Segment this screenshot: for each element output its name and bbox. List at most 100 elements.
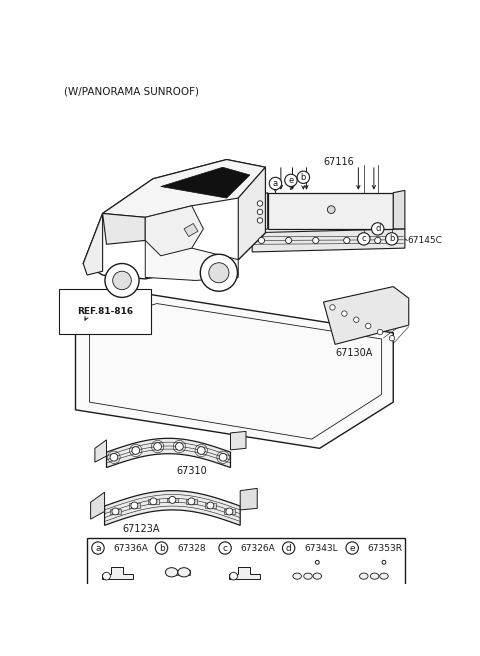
Circle shape [330,305,335,310]
Polygon shape [230,432,246,450]
Polygon shape [252,229,405,252]
Text: 67326A: 67326A [240,544,276,552]
Circle shape [105,264,139,297]
Circle shape [207,502,214,509]
Text: b: b [389,234,395,243]
Polygon shape [103,159,265,217]
Text: e: e [349,544,355,552]
Circle shape [346,542,359,554]
Ellipse shape [304,573,312,579]
Polygon shape [110,509,121,514]
Polygon shape [205,503,216,508]
Polygon shape [103,213,145,244]
Polygon shape [102,567,133,579]
Circle shape [132,447,140,455]
Circle shape [375,237,381,243]
Text: b: b [159,544,164,552]
Polygon shape [238,167,265,260]
Polygon shape [145,240,238,281]
Text: a: a [95,544,101,552]
Text: 67353R: 67353R [368,544,403,552]
Circle shape [113,271,132,290]
Circle shape [257,209,263,215]
Circle shape [219,542,231,554]
Text: d: d [375,224,381,234]
Polygon shape [148,499,159,504]
Polygon shape [83,159,265,279]
Circle shape [154,443,161,451]
Polygon shape [172,570,190,575]
Text: e: e [288,176,294,185]
Circle shape [297,171,310,184]
Circle shape [230,572,238,580]
Polygon shape [89,304,382,439]
Circle shape [354,317,359,323]
Circle shape [389,335,395,341]
Circle shape [103,572,110,580]
Bar [87,539,405,587]
Text: 67310: 67310 [176,466,207,476]
Circle shape [312,237,319,243]
Circle shape [110,453,118,461]
Text: (W/PANORAMA SUNROOF): (W/PANORAMA SUNROOF) [64,87,199,96]
Ellipse shape [371,573,379,579]
Polygon shape [186,499,197,504]
Polygon shape [252,193,268,233]
Circle shape [219,453,227,461]
Circle shape [282,542,295,554]
Circle shape [197,447,205,455]
Text: c: c [361,234,366,243]
Circle shape [112,508,119,515]
Circle shape [150,498,157,505]
Circle shape [365,323,371,329]
Text: 67343L: 67343L [304,544,338,552]
Circle shape [156,542,168,554]
Text: d: d [286,544,291,552]
Circle shape [342,311,347,316]
Ellipse shape [380,573,388,579]
Text: c: c [223,544,228,552]
Text: 67130A: 67130A [335,348,372,358]
Circle shape [226,508,233,515]
Polygon shape [324,287,409,344]
Ellipse shape [166,567,178,577]
Circle shape [92,542,104,554]
Polygon shape [229,567,260,579]
Circle shape [188,498,195,505]
Circle shape [257,201,263,206]
Polygon shape [161,167,250,198]
Circle shape [258,237,264,243]
Ellipse shape [313,573,322,579]
Circle shape [131,502,138,509]
Circle shape [169,497,176,503]
Polygon shape [129,503,140,508]
Circle shape [344,237,350,243]
Polygon shape [240,488,257,510]
Text: b: b [300,173,306,182]
Ellipse shape [178,567,190,577]
Circle shape [377,329,383,335]
Circle shape [286,237,292,243]
Circle shape [269,177,282,190]
Circle shape [257,218,263,223]
Circle shape [372,222,384,235]
Polygon shape [91,492,105,519]
Polygon shape [83,213,103,275]
Polygon shape [105,491,240,525]
Circle shape [358,233,370,245]
Ellipse shape [293,573,301,579]
Circle shape [209,263,229,283]
Polygon shape [75,295,393,448]
Polygon shape [95,440,107,462]
Text: a: a [273,179,278,188]
Text: 67328: 67328 [177,544,205,552]
Circle shape [176,443,183,451]
Polygon shape [184,224,198,237]
Circle shape [385,233,398,245]
Circle shape [200,255,238,291]
Polygon shape [224,509,235,514]
Polygon shape [268,193,393,229]
Polygon shape [167,498,178,502]
Text: 67145C: 67145C [407,236,442,245]
Circle shape [315,560,319,564]
